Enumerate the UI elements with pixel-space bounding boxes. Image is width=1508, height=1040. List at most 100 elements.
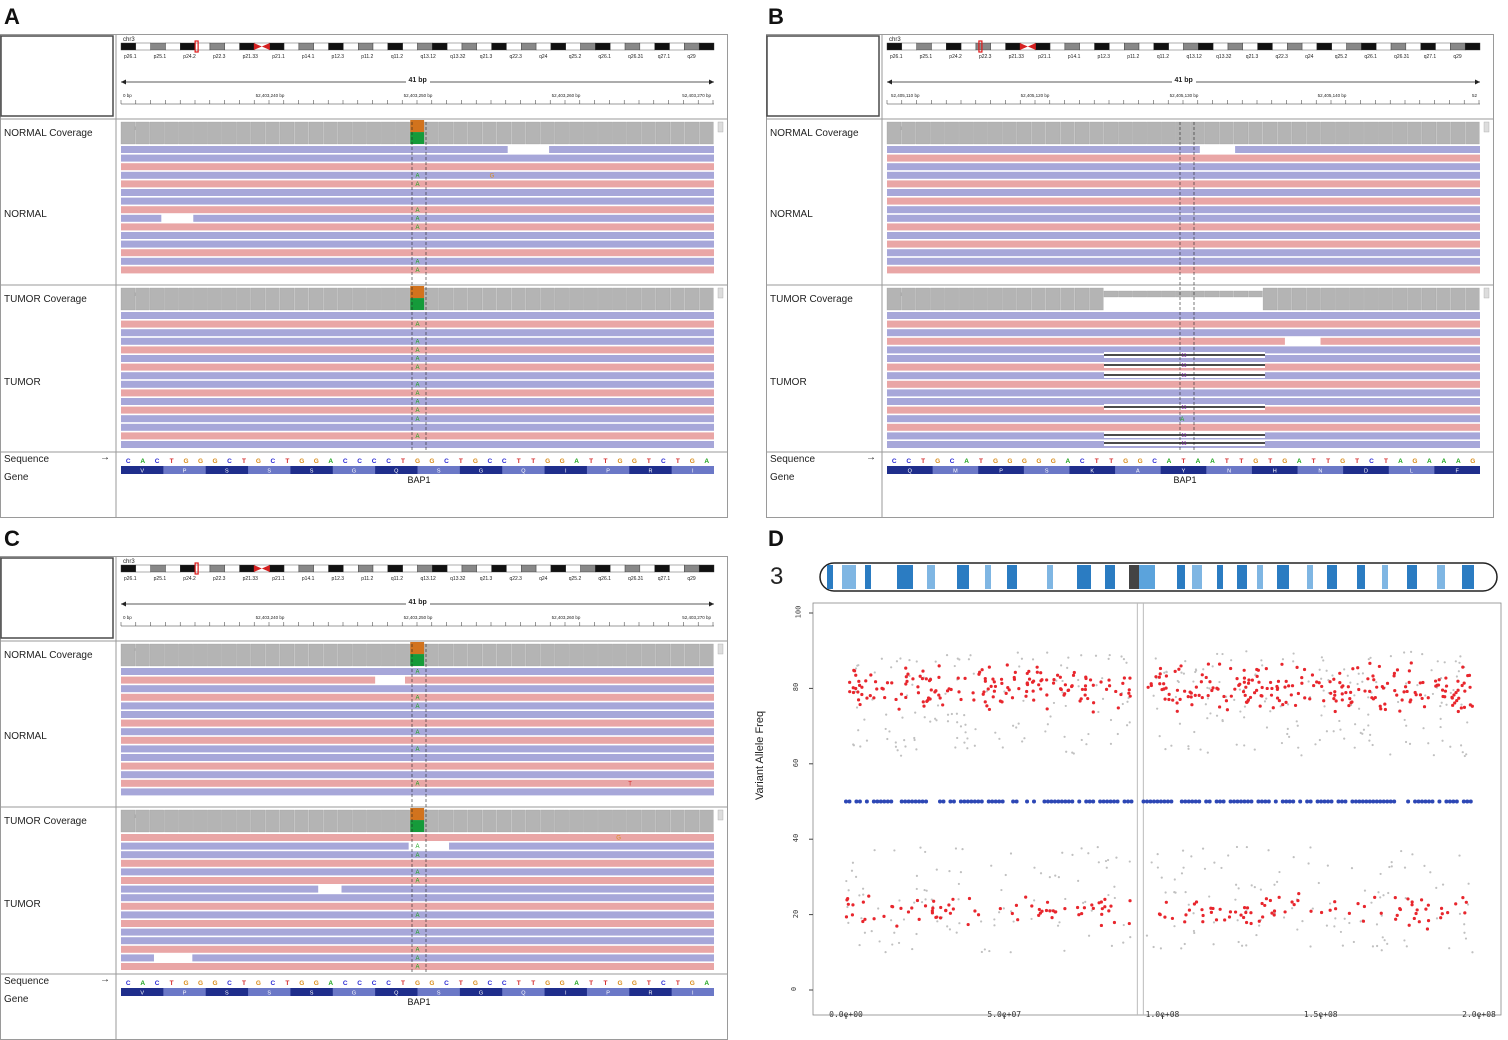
point-loh-major bbox=[1444, 676, 1448, 680]
cytoband bbox=[446, 564, 463, 573]
ruler-tick-label: 52,405,110 bp bbox=[891, 93, 920, 98]
point-filtered bbox=[1030, 917, 1033, 921]
point-filtered bbox=[911, 683, 914, 686]
point-loh-minor bbox=[1260, 901, 1264, 906]
sequence-base: G bbox=[1036, 458, 1041, 465]
point-loh-major bbox=[1158, 672, 1162, 676]
point-heterozygous bbox=[1183, 799, 1188, 804]
coverage-bar bbox=[164, 121, 179, 145]
point-filtered bbox=[1325, 730, 1328, 733]
point-filtered bbox=[1346, 674, 1349, 677]
point-heterozygous bbox=[1378, 799, 1383, 804]
point-filtered bbox=[873, 849, 876, 852]
codon-shade bbox=[671, 466, 714, 474]
sequence-base: T bbox=[676, 458, 680, 465]
point-loh-minor bbox=[1426, 919, 1431, 923]
point-filtered bbox=[956, 736, 959, 740]
sequence-base: T bbox=[1109, 458, 1113, 465]
point-filtered bbox=[1307, 680, 1310, 683]
coverage-bar bbox=[1190, 121, 1205, 145]
point-filtered bbox=[959, 725, 963, 728]
point-filtered bbox=[1021, 740, 1024, 743]
point-filtered bbox=[1234, 898, 1237, 901]
point-loh-minor bbox=[1398, 907, 1402, 911]
point-filtered bbox=[1104, 859, 1108, 863]
point-heterozygous bbox=[1186, 799, 1191, 804]
coverage-bar bbox=[1118, 290, 1133, 298]
point-heterozygous bbox=[1423, 799, 1428, 804]
amino-acid: M bbox=[953, 469, 958, 475]
point-loh-major bbox=[916, 685, 920, 689]
read bbox=[887, 329, 1480, 337]
point-loh-major bbox=[1290, 684, 1295, 688]
track-name-normal: NORMAL bbox=[4, 209, 47, 220]
point-filtered bbox=[1320, 656, 1323, 659]
coverage-bar bbox=[164, 643, 179, 667]
track-name-gene: Gene bbox=[4, 472, 29, 483]
point-filtered bbox=[1017, 722, 1020, 725]
codon-shade bbox=[1206, 466, 1252, 474]
point-filtered bbox=[1184, 891, 1187, 894]
cytoband bbox=[1212, 42, 1229, 51]
read bbox=[121, 206, 714, 214]
amino-acid: V bbox=[140, 991, 144, 997]
coverage-bar bbox=[164, 809, 179, 833]
point-loh-minor bbox=[1292, 903, 1296, 907]
read bbox=[121, 868, 714, 876]
panel-label-a: A bbox=[4, 4, 20, 29]
cytoband bbox=[446, 42, 463, 51]
coverage-bar bbox=[915, 121, 930, 145]
point-loh-major bbox=[1189, 691, 1193, 695]
point-filtered bbox=[894, 745, 898, 748]
point-loh-minor bbox=[872, 917, 876, 921]
point-loh-major bbox=[1193, 693, 1197, 697]
point-filtered bbox=[1181, 849, 1185, 852]
current-region-marker bbox=[194, 40, 199, 53]
point-loh-minor bbox=[1090, 903, 1094, 907]
point-filtered bbox=[1206, 717, 1209, 720]
sequence-base: A bbox=[704, 458, 709, 465]
coverage-bar bbox=[930, 121, 945, 145]
normal-coverage-track bbox=[120, 642, 724, 667]
point-heterozygous bbox=[864, 799, 869, 804]
coverage-bar bbox=[265, 643, 280, 667]
read bbox=[121, 171, 714, 179]
point-filtered bbox=[1265, 697, 1268, 700]
point-filtered bbox=[863, 931, 867, 934]
cytoband bbox=[491, 42, 507, 51]
mismatch-base: A bbox=[415, 365, 419, 371]
cytoband-label: p21.33 bbox=[243, 54, 259, 60]
point-loh-major bbox=[1244, 685, 1248, 689]
point-filtered bbox=[1192, 912, 1195, 915]
sequence-base: C bbox=[357, 980, 362, 987]
point-loh-minor bbox=[1223, 918, 1227, 922]
point-filtered bbox=[1245, 944, 1248, 947]
amino-acid: P bbox=[606, 469, 610, 475]
point-loh-major bbox=[1241, 690, 1246, 694]
cytoband-label: q13.12 bbox=[421, 576, 437, 582]
point-loh-major bbox=[1092, 701, 1096, 705]
point-heterozygous bbox=[1190, 799, 1195, 804]
amino-acid: F bbox=[1456, 469, 1460, 475]
point-loh-minor bbox=[1395, 913, 1399, 917]
coverage-bar bbox=[540, 643, 555, 667]
sequence-base: A bbox=[574, 980, 579, 987]
point-filtered bbox=[1152, 945, 1155, 949]
igv-panel-c: p26.1 p25.1 p24.2 p22.3 p21.33 p21.1 p14.1 p12.… bbox=[0, 556, 728, 1040]
normal-coverage-track bbox=[120, 120, 724, 145]
coverage-bar bbox=[612, 287, 627, 311]
amino-acid: I bbox=[692, 469, 694, 475]
mismatch-base: A bbox=[415, 879, 419, 885]
point-loh-minor bbox=[1228, 910, 1233, 914]
coverage-bar bbox=[135, 287, 150, 311]
point-loh-major bbox=[1315, 680, 1319, 684]
point-filtered bbox=[1164, 891, 1167, 894]
point-loh-major bbox=[1320, 684, 1324, 689]
point-loh-minor bbox=[1319, 910, 1324, 915]
coverage-bar bbox=[915, 287, 930, 311]
point-filtered bbox=[1367, 696, 1370, 699]
point-loh-major bbox=[1457, 696, 1461, 700]
cytoband-label: q29 bbox=[687, 576, 696, 582]
coverage-bar bbox=[511, 643, 526, 667]
point-loh-minor bbox=[1163, 915, 1167, 919]
